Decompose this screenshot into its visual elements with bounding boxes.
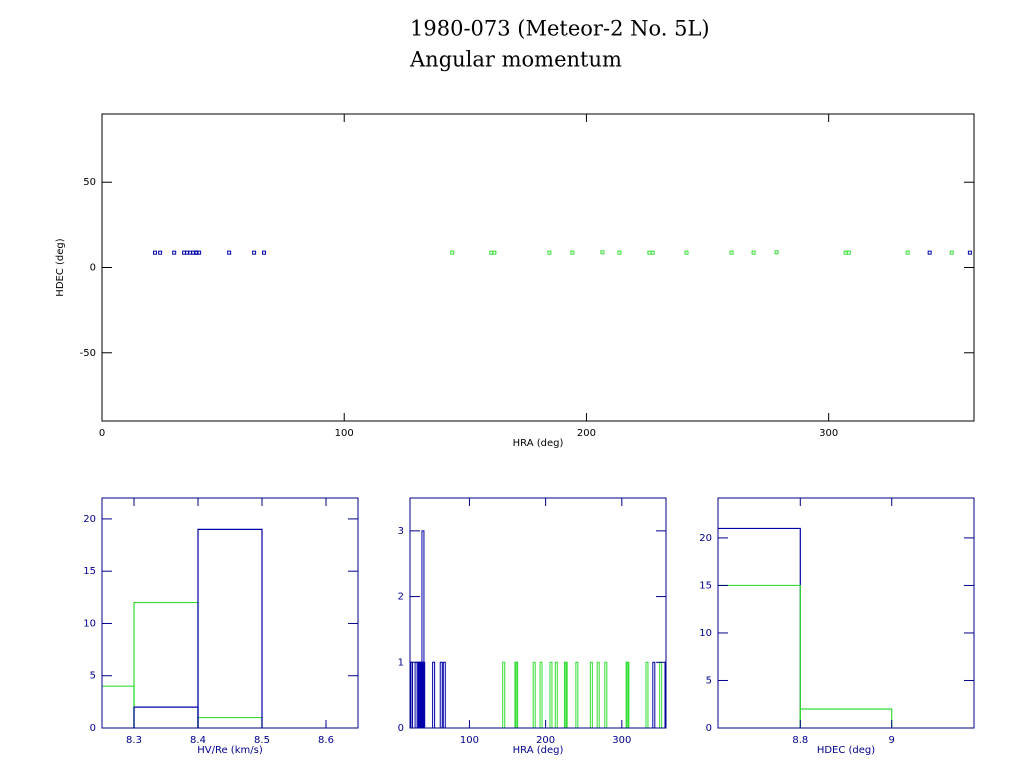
- spike: [575, 661, 579, 728]
- point: [650, 250, 655, 255]
- point: [492, 250, 497, 255]
- chart-subtitle: Angular momentum: [409, 48, 622, 72]
- y-tick-label: 1: [398, 657, 404, 668]
- spike: [502, 661, 506, 728]
- y-tick-label: 20: [83, 514, 96, 525]
- x-tick-label: 200: [536, 735, 555, 746]
- x-tick-label: 200: [577, 428, 596, 439]
- x-axis-label: HRA (deg): [513, 438, 564, 449]
- point: [729, 250, 734, 255]
- spike: [442, 661, 446, 728]
- point: [843, 250, 848, 255]
- spike: [414, 661, 418, 728]
- x-tick-label: 100: [460, 735, 479, 746]
- x-tick-label: 8.3: [126, 735, 142, 746]
- point: [905, 250, 910, 255]
- spike: [589, 661, 593, 728]
- point: [153, 250, 158, 255]
- histogram-bar: [133, 706, 199, 728]
- point: [158, 250, 163, 255]
- y-tick-label: 2: [398, 592, 404, 603]
- plot-area: [410, 530, 666, 728]
- point: [600, 250, 605, 255]
- chart-title: 1980-073 (Meteor-2 No. 5L): [410, 17, 710, 41]
- x-tick-label: 300: [819, 428, 838, 439]
- y-tick-label: 10: [83, 618, 96, 629]
- axis-frame: [717, 497, 975, 729]
- spike: [604, 661, 608, 728]
- axis-frame: [101, 113, 975, 422]
- histogram-bar: [799, 708, 893, 728]
- x-tick-label: 8.8: [792, 735, 808, 746]
- y-tick-label: 10: [699, 628, 712, 639]
- spike: [664, 661, 666, 728]
- y-axis-label: HDEC (deg): [55, 238, 66, 296]
- x-tick-label: 8.4: [190, 735, 206, 746]
- point: [927, 250, 932, 255]
- point: [185, 250, 190, 255]
- point: [450, 250, 455, 255]
- axis-frame: [409, 497, 667, 729]
- y-tick-label: 0: [398, 723, 404, 734]
- y-tick-label: -50: [80, 348, 96, 359]
- histogram-bar: [718, 527, 801, 728]
- spike: [645, 661, 649, 728]
- point: [751, 250, 756, 255]
- x-tick-label: 8.6: [318, 735, 334, 746]
- x-tick-label: 100: [335, 428, 354, 439]
- point: [252, 250, 257, 255]
- y-tick-label: 3: [398, 526, 404, 537]
- histogram-bar: [197, 716, 263, 728]
- spike: [659, 661, 663, 728]
- axis-frame: [101, 497, 359, 729]
- spike: [539, 661, 543, 728]
- spike: [596, 661, 600, 728]
- x-axis-label: HRA (deg): [513, 745, 564, 756]
- point: [617, 250, 622, 255]
- point: [197, 250, 202, 255]
- y-tick-label: 0: [90, 263, 96, 274]
- point: [570, 250, 575, 255]
- y-tick-label: 5: [706, 675, 712, 686]
- y-tick-label: 0: [706, 723, 712, 734]
- x-tick-label: 300: [612, 735, 631, 746]
- x-tick-label: 9: [889, 735, 895, 746]
- y-tick-label: 5: [90, 671, 96, 682]
- plot-area: [153, 250, 972, 255]
- x-tick-label: 8.5: [254, 735, 270, 746]
- x-tick-label: 0: [99, 428, 105, 439]
- x-axis-label: HV/Re (km/s): [197, 745, 263, 756]
- point: [547, 250, 552, 255]
- point: [684, 250, 689, 255]
- point: [846, 250, 851, 255]
- plot-area: [718, 527, 893, 728]
- y-tick-label: 15: [699, 580, 712, 591]
- spike: [432, 661, 436, 728]
- spike: [549, 661, 553, 728]
- plot-area: [102, 528, 263, 728]
- point: [227, 250, 232, 255]
- histogram-bar: [197, 528, 263, 728]
- spike: [410, 661, 414, 728]
- point: [262, 250, 267, 255]
- y-tick-label: 50: [83, 177, 96, 188]
- spike: [652, 661, 656, 728]
- point: [489, 250, 494, 255]
- y-tick-label: 20: [699, 533, 712, 544]
- spike: [532, 661, 536, 728]
- point: [774, 250, 779, 255]
- y-tick-label: 15: [83, 566, 96, 577]
- y-tick-label: 0: [90, 723, 96, 734]
- histogram-bar: [718, 584, 801, 728]
- point: [967, 250, 972, 255]
- point: [647, 250, 652, 255]
- spike: [439, 661, 443, 728]
- x-axis-label: HDEC (deg): [817, 745, 875, 756]
- point: [949, 250, 954, 255]
- point: [172, 250, 177, 255]
- histogram-bar: [133, 601, 199, 728]
- spike: [554, 661, 558, 728]
